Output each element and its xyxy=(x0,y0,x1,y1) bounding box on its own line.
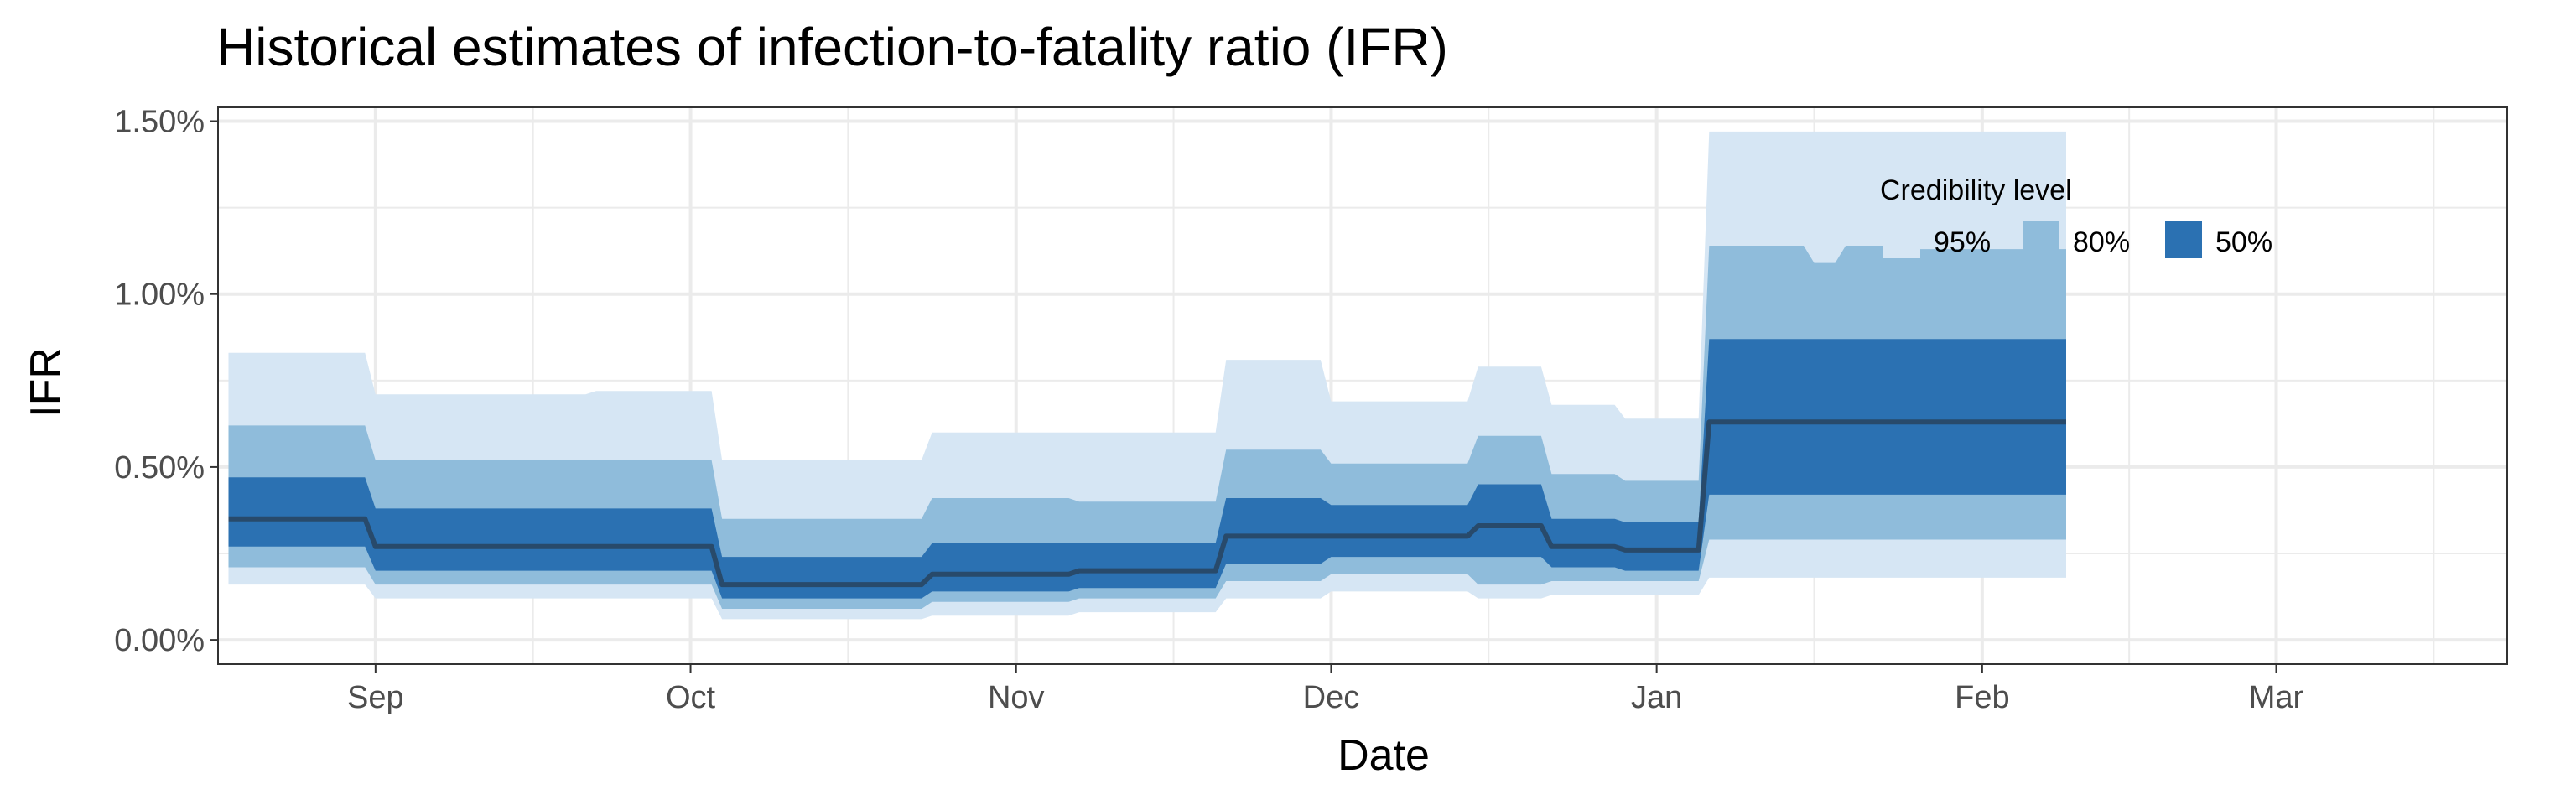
x-tick-label: Nov xyxy=(988,680,1045,715)
legend-label: 95% xyxy=(1934,226,1991,258)
legend-key-95pct xyxy=(1883,221,1920,258)
y-tick-label: 1.50% xyxy=(114,104,205,139)
panel-border xyxy=(217,106,2508,665)
credibility-bands xyxy=(228,131,2066,620)
x-tick-label: Jan xyxy=(1631,680,1682,715)
legend-key-50pct xyxy=(2165,221,2202,258)
chart-title: Historical estimates of infection-to-fat… xyxy=(216,17,1448,77)
x-tick-label: Sep xyxy=(347,680,404,715)
legend-label: 80% xyxy=(2073,226,2130,258)
legend-title: Credibility level xyxy=(1880,174,2072,206)
y-tick-label: 1.00% xyxy=(114,278,205,313)
y-tick-label: 0.50% xyxy=(114,450,205,486)
y-axis: 0.00% 0.50% 1.00% 1.50% xyxy=(114,104,218,658)
x-axis: Sep Oct Nov Dec Jan Feb Mar xyxy=(347,664,2304,715)
band-50pct xyxy=(228,339,2066,599)
x-tick-label: Mar xyxy=(2249,680,2304,715)
legend: Credibility level 95% 80% 50% xyxy=(1880,174,2272,258)
x-tick-label: Feb xyxy=(1955,680,2009,715)
x-axis-title: Date xyxy=(1337,731,1430,780)
x-tick-label: Oct xyxy=(666,680,716,715)
y-tick-label: 0.00% xyxy=(114,623,205,658)
legend-key-80pct xyxy=(2023,221,2059,258)
x-tick-label: Dec xyxy=(1303,680,1360,715)
y-axis-title: IFR xyxy=(22,347,70,418)
median-line-path xyxy=(228,419,2066,588)
median-line xyxy=(228,419,2066,588)
legend-label: 50% xyxy=(2215,226,2272,258)
